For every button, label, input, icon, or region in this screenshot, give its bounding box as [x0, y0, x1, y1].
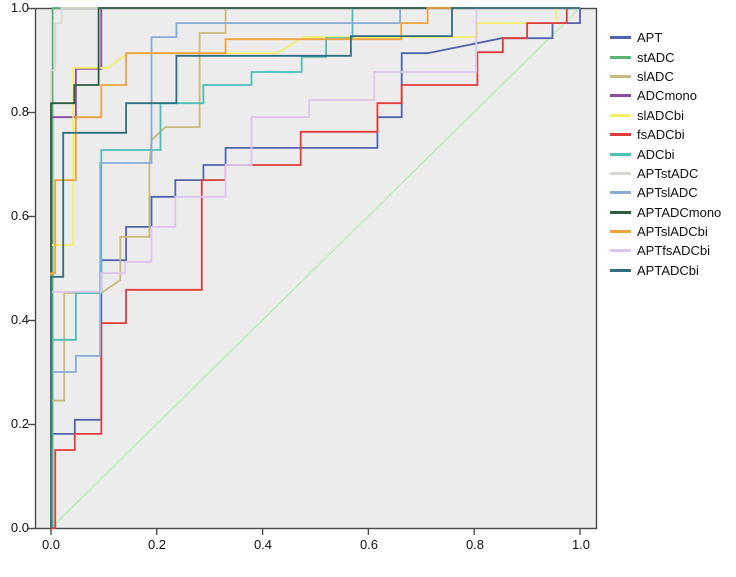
roc-curve-APTADCmono — [50, 7, 580, 528]
legend-label: APTADCbi — [637, 262, 699, 278]
legend: APT stADC slADC ADCmono slADCbi fsADCbi … — [610, 28, 721, 280]
legend-label: stADC — [637, 49, 675, 65]
roc-curves-layer — [50, 7, 581, 529]
legend-item-stadc: stADC — [610, 47, 721, 66]
legend-item-sladc: slADC — [610, 67, 721, 86]
legend-item-aptstadc: APTstADC — [610, 164, 721, 183]
axis-tick-marks — [28, 7, 581, 535]
roc-curve-slADC — [50, 7, 580, 528]
legend-label: APTslADC — [637, 185, 698, 201]
legend-label: slADCbi — [637, 107, 684, 123]
roc-curve-APTADCbi — [50, 7, 580, 528]
legend-label: ADCbi — [637, 146, 675, 162]
legend-item-apt: APT — [610, 28, 721, 47]
legend-label: APTfsADCbi — [637, 243, 710, 259]
y-axis-tick-label: 0.2 — [10, 416, 29, 431]
x-axis-tick-label: 0.8 — [465, 537, 485, 552]
x-axis-tick-label: 0.6 — [359, 537, 379, 552]
legend-item-aptsladcbi: APTslADCbi — [610, 222, 721, 241]
legend-line-swatch — [610, 249, 631, 253]
x-axis-tick-label: 0.4 — [253, 537, 273, 552]
legend-line-swatch — [610, 191, 631, 195]
legend-line-swatch — [610, 36, 631, 40]
y-axis-tick-label: 0.6 — [10, 208, 29, 223]
legend-item-sladcbi: slADCbi — [610, 106, 721, 125]
legend-item-adcmono: ADCmono — [610, 86, 721, 105]
x-axis-tick-label: 0.2 — [147, 537, 167, 552]
legend-line-swatch — [610, 171, 631, 175]
roc-curve-APTstADC — [50, 7, 580, 528]
legend-item-aptsladc: APTslADC — [610, 183, 721, 202]
legend-item-aptadcbi: APTADCbi — [610, 261, 721, 280]
legend-label: APT — [637, 30, 663, 46]
legend-item-aptfsadcbi: APTfsADCbi — [610, 241, 721, 260]
legend-line-swatch — [610, 230, 631, 234]
legend-label: ADCmono — [637, 88, 697, 104]
x-axis-tick-label: 0.0 — [41, 537, 61, 552]
legend-line-swatch — [610, 133, 631, 137]
legend-line-swatch — [610, 152, 631, 156]
legend-line-swatch — [610, 113, 631, 117]
legend-line-swatch — [610, 74, 631, 78]
x-axis-tick-label: 1.0 — [571, 537, 591, 552]
roc-curve-ADCbi — [50, 7, 580, 528]
legend-label: APTstADC — [637, 165, 699, 181]
y-axis-tick-label: 1.0 — [10, 0, 29, 15]
y-axis-tick-label: 0.8 — [10, 104, 29, 119]
legend-label: APTADCmono — [637, 204, 722, 220]
legend-item-aptadcmono: APTADCmono — [610, 203, 721, 222]
roc-curve-fsADCbi — [51, 7, 580, 529]
y-axis-tick-label: 0.4 — [10, 312, 29, 327]
reference-diagonal-line — [50, 7, 581, 529]
legend-label: APTslADCbi — [637, 224, 708, 240]
legend-line-swatch — [610, 268, 631, 272]
legend-label: fsADCbi — [637, 127, 685, 143]
y-axis-tick-label: 0.0 — [10, 520, 29, 535]
legend-line-swatch — [610, 94, 631, 98]
roc-curve-APTslADCbi — [50, 7, 580, 528]
roc-curve-APTfsADCbi — [50, 7, 580, 528]
legend-label: slADC — [637, 68, 674, 84]
roc-curve-APTslADC — [50, 7, 580, 528]
legend-line-swatch — [610, 210, 631, 214]
legend-line-swatch — [610, 55, 631, 59]
legend-item-fsadcbi: fsADCbi — [610, 125, 721, 144]
legend-item-adcbi: ADCbi — [610, 144, 721, 163]
